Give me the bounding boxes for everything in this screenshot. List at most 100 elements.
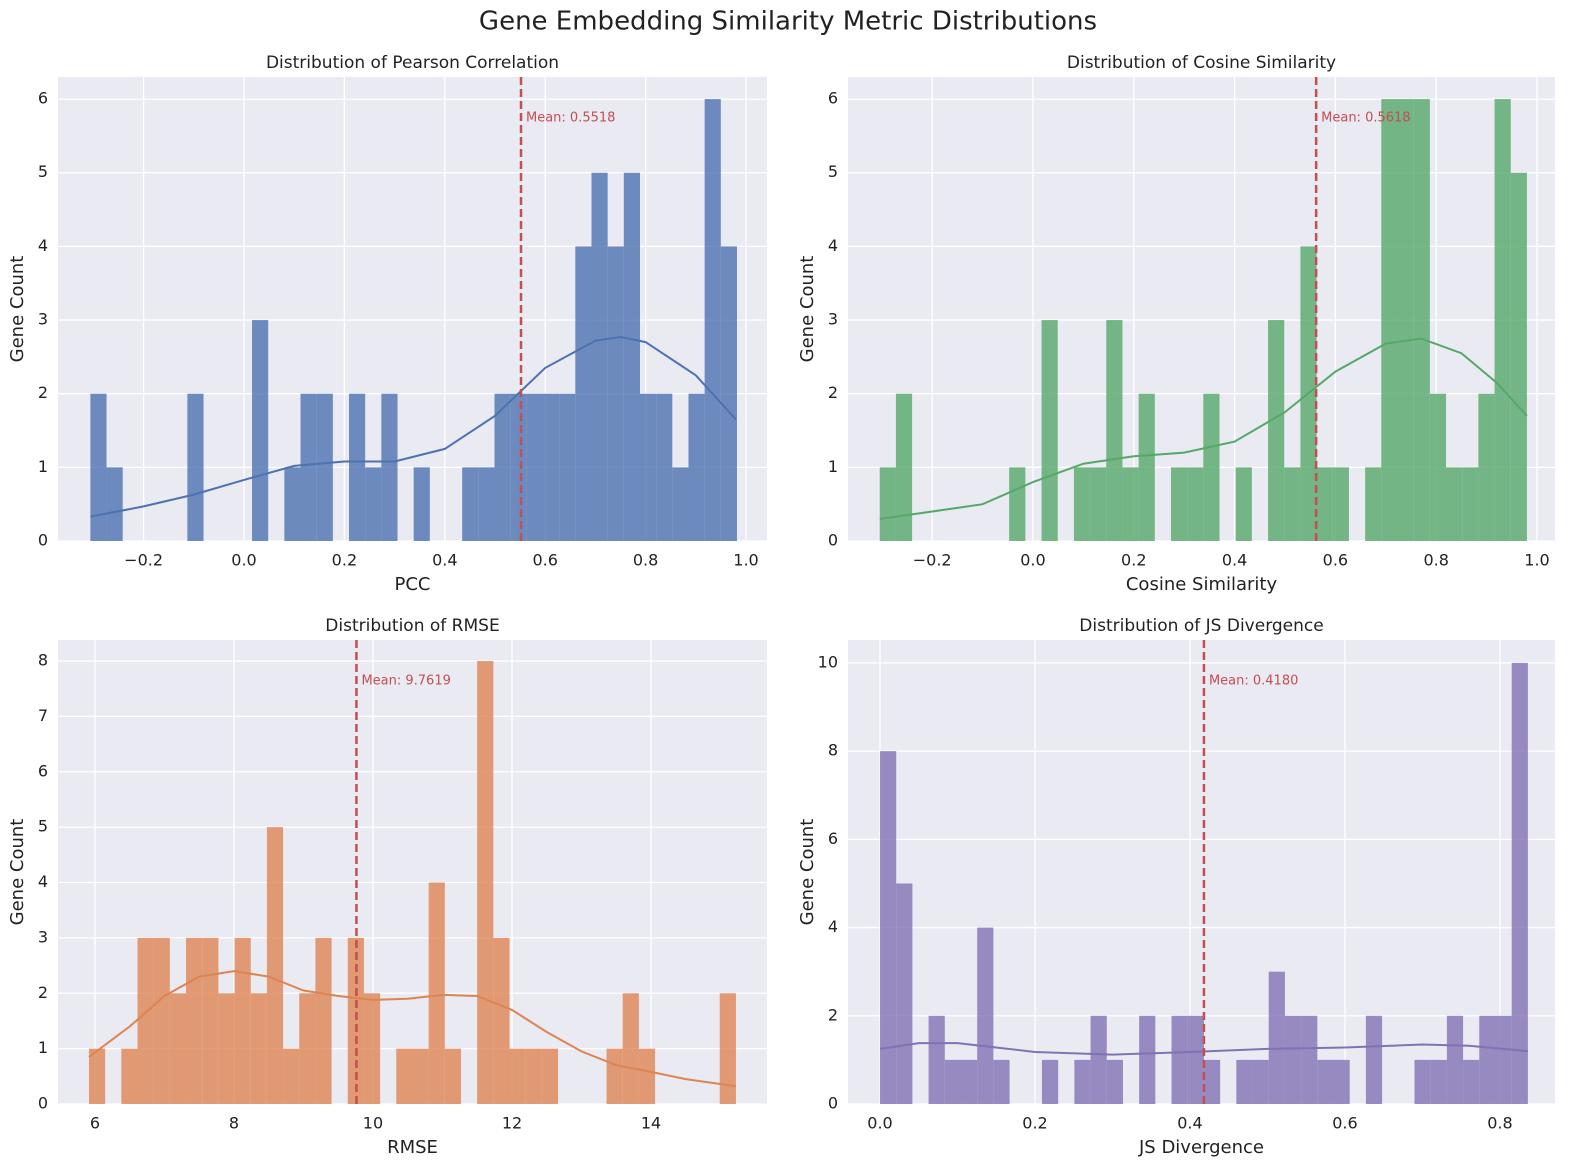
histogram-bar [462,467,479,541]
x-tick-label: 12 [502,1114,522,1133]
histogram-bar [1494,99,1511,541]
subplot-title: Distribution of Pearson Correlation [266,53,559,73]
histogram-bar [541,1048,559,1104]
y-tick-label: 3 [828,310,838,329]
subplot-title: Distribution of Cosine Similarity [1067,53,1336,73]
histogram-bar [719,993,736,1104]
histogram-bar [896,883,913,1104]
histogram-bar [1041,1059,1059,1104]
histogram-bar [202,937,219,1104]
histogram-bar [944,1059,961,1104]
histogram-bar [1268,320,1285,541]
histogram-bar [1479,1015,1496,1104]
histogram-bar [638,1048,656,1104]
histogram-bar [1187,467,1204,541]
histogram-bar [1446,467,1463,541]
histogram-bar [1187,1015,1204,1104]
x-tick-label: 0.2 [332,551,357,570]
histogram-bar [428,882,445,1104]
histogram-bar [623,172,640,541]
histogram-bar [1138,393,1155,541]
histogram-bar [525,1048,542,1104]
histogram-bar [1317,1059,1334,1104]
histogram-bar [993,1059,1010,1104]
x-tick-label: 1.0 [1524,551,1549,570]
histogram-bar [688,393,705,541]
y-tick-label: 0 [828,531,838,550]
x-tick-label: −0.2 [124,551,163,570]
histogram-bar [1429,393,1447,541]
histogram-bar [672,467,689,541]
histogram-bar [1462,467,1479,541]
histogram-bar [347,937,364,1104]
histogram-bar [704,99,721,541]
histogram-bar [478,467,495,541]
histogram-bar [252,320,269,541]
histogram-bar [1073,467,1091,541]
x-tick-label: 6 [90,1114,100,1133]
histogram-bar [315,937,332,1104]
histogram-bar [381,393,398,541]
histogram-bar [363,993,381,1104]
histogram-bar [1268,971,1285,1104]
kde-line [90,335,737,518]
y-tick-label: 4 [828,917,838,936]
histogram-bar [1413,99,1430,541]
subplot: −0.2 0.0 0.2 0.4 0.6 0.8 1.0 0 1 2 3 4 5 6 Mean: 0.561… [797,53,1555,595]
histogram-bar [1090,1015,1107,1104]
y-tick-label: 1 [38,457,48,476]
x-axis-label: RMSE [387,1137,438,1158]
histogram-bar [1171,1015,1188,1104]
histogram-bar [1332,467,1349,541]
y-tick-label: 1 [38,1038,48,1057]
histogram-bar [1301,1015,1318,1104]
histogram-bar [494,393,511,541]
y-tick-label: 2 [828,1005,838,1024]
histogram-bar [90,393,107,541]
histogram-bar [1495,1015,1512,1104]
histogram-bar [266,827,284,1104]
histogram-bar [1381,99,1398,541]
x-tick-label: 0.0 [1020,551,1045,570]
x-tick-label: 0.4 [432,551,457,570]
histogram-bar [880,751,897,1104]
histogram-bar [365,467,382,541]
histogram-bar [1074,1059,1091,1104]
subplot: −0.2 0.0 0.2 0.4 0.6 0.8 1.0 0 1 2 3 4 5 6 Mean: 0.551… [7,53,767,595]
y-tick-label: 5 [38,162,48,181]
histogram-bar [928,1015,945,1104]
histogram-bar [1365,467,1382,541]
histogram-bar [607,246,624,541]
histogram-bar [510,393,527,541]
histogram-bar [720,246,737,541]
y-tick-label: 3 [38,310,48,329]
histogram-bar [284,467,301,541]
y-tick-label: 4 [38,236,48,255]
x-tick-label: 0.0 [231,551,256,570]
y-tick-label: 5 [38,817,48,836]
y-tick-label: 1 [828,457,838,476]
x-tick-label: 0.8 [633,551,658,570]
histogram-bar [186,937,203,1104]
histogram-bar [137,937,154,1104]
x-tick-label: 0.8 [1423,551,1448,570]
histogram-bar [187,393,204,541]
x-axis-label: JS Divergence [1138,1137,1264,1158]
y-axis-label: Gene Count [797,819,818,926]
histogram-bar [396,1048,413,1104]
histogram-bar [1284,1015,1302,1104]
histogram-bar [1414,1059,1431,1104]
histogram-bar [316,393,333,541]
histogram-bar [895,393,913,541]
y-tick-label: 2 [38,383,48,402]
histogram-bar [1106,320,1123,541]
kde-line [879,337,1528,520]
kde-line [88,970,737,1088]
histogram-bar [121,1048,138,1104]
histogram-bar [493,937,510,1104]
x-tick-label: 0.6 [1323,551,1348,570]
y-tick-label: 10 [818,652,838,671]
histogram-bar [526,393,543,541]
